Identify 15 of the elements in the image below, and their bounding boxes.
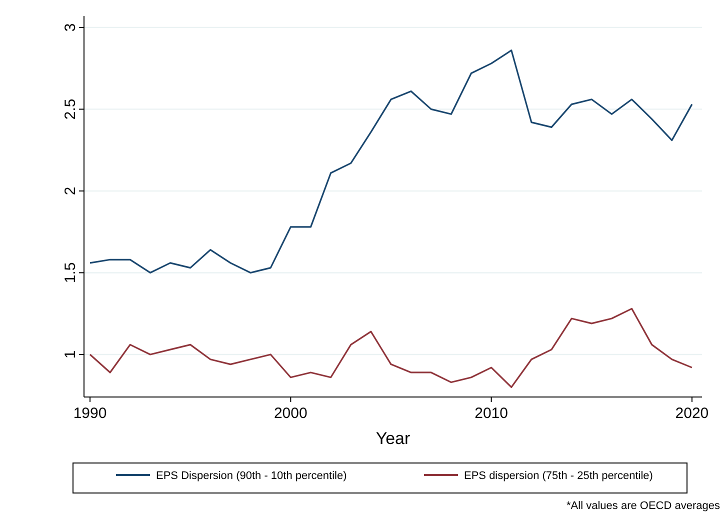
x-tick-label: 2020 — [675, 405, 709, 422]
x-tick-label: 2010 — [474, 405, 508, 422]
legend-label: EPS Dispersion (90th - 10th percentile) — [156, 470, 347, 482]
x-tick-label: 1990 — [73, 405, 107, 422]
y-tick-label: 1 — [62, 350, 79, 359]
y-tick-label: 2.5 — [62, 98, 79, 120]
text: *All values are OECD averages — [566, 500, 720, 512]
y-tick-label: 1.5 — [62, 262, 79, 284]
line-series — [89, 50, 693, 274]
line-series — [89, 308, 693, 388]
x-axis-title: Year — [376, 429, 411, 448]
legend-label: EPS dispersion (75th - 25th percentile) — [464, 470, 653, 482]
x-tick-label: 2000 — [274, 405, 308, 422]
y-tick-label: 3 — [62, 23, 79, 32]
y-tick-label: 2 — [62, 186, 79, 196]
